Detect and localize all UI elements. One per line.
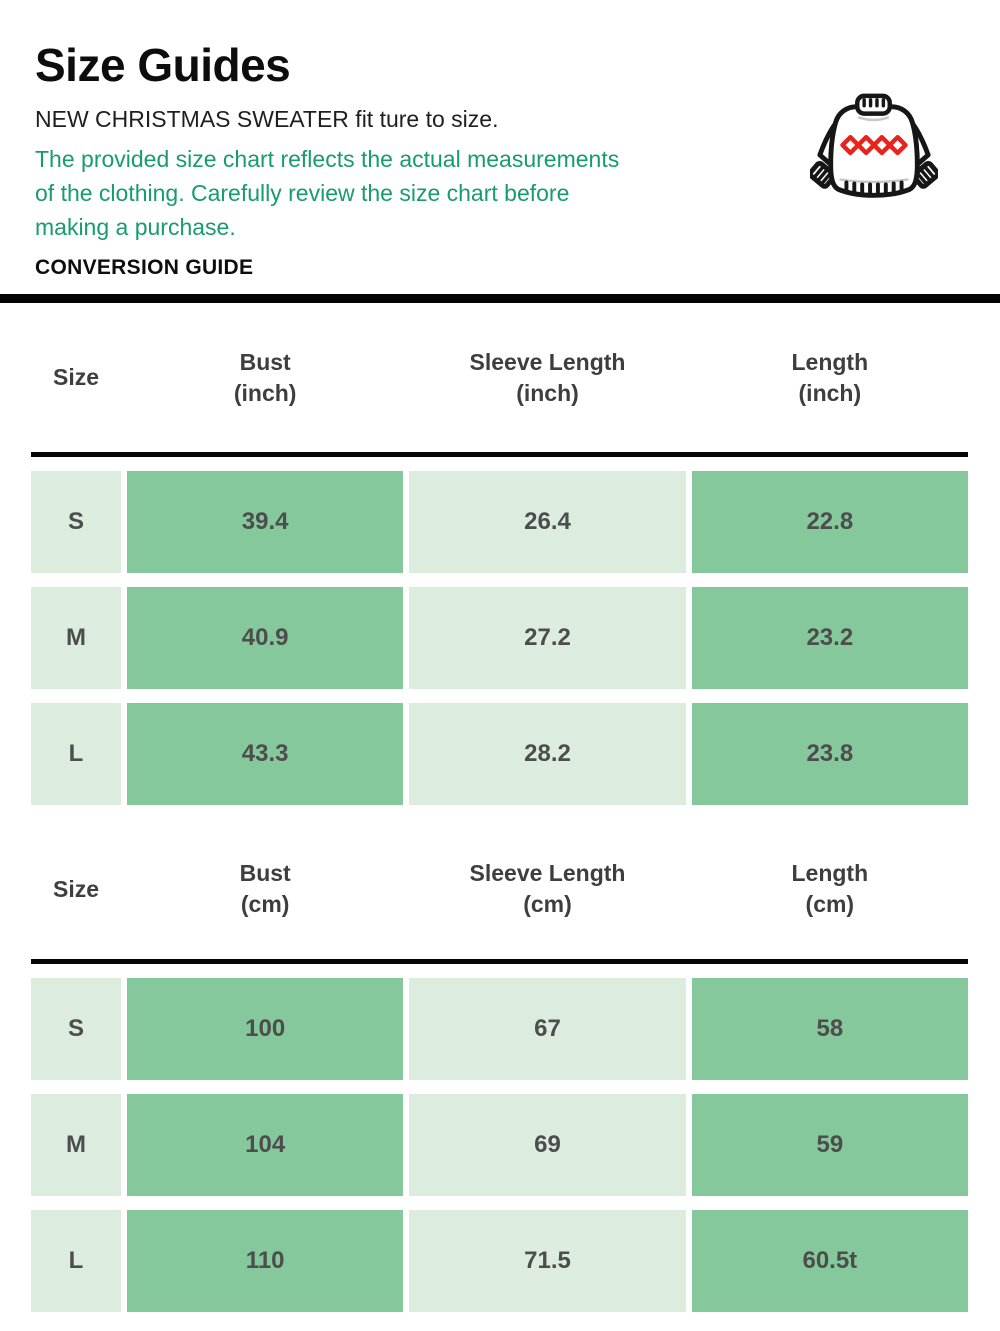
section-divider: [0, 294, 1000, 303]
table-header-row: Size Bust (inch) Sleeve Length (inch) Le…: [31, 303, 968, 452]
sleeve-length-cell: 28.2: [409, 703, 686, 805]
bust-cell: 39.4: [127, 471, 404, 573]
table-rule: [31, 452, 968, 457]
table-header-row: Size Bust (cm) Sleeve Length (cm) Length…: [31, 819, 968, 959]
sleeve-length-cell: 26.4: [409, 471, 686, 573]
column-header-size: Size: [52, 875, 100, 902]
column-header-length: Length (inch): [791, 348, 869, 406]
conversion-guide-label: CONVERSION GUIDE: [35, 256, 254, 279]
length-cell: 23.8: [691, 703, 968, 805]
length-cell: 22.8: [691, 471, 968, 573]
column-header-bust: Bust (inch): [233, 348, 297, 406]
measurement-note-line: making a purchase.: [35, 214, 236, 240]
length-cell: 23.2: [691, 587, 968, 689]
sleeve-length-cell: 71.5: [409, 1210, 686, 1312]
table-row-s: S 39.4 26.4 22.8: [31, 471, 968, 573]
size-cell: L: [31, 703, 121, 805]
column-header-sleeve-length: Sleeve Length (cm): [469, 860, 626, 917]
header: Size Guides NEW CHRISTMAS SWEATER fit tu…: [0, 0, 1000, 280]
size-table-cm: Size Bust (cm) Sleeve Length (cm) Length…: [31, 819, 968, 1312]
table-row-s: S 100 67 58: [31, 978, 968, 1080]
size-cell: L: [31, 1210, 121, 1312]
measurement-note-line: The provided size chart reflects the act…: [35, 146, 620, 172]
column-header-bust: Bust (cm): [239, 860, 291, 917]
column-header-size: Size: [52, 364, 100, 390]
length-cell: 59: [691, 1094, 968, 1196]
bust-cell: 100: [127, 978, 404, 1080]
measurement-note-line: of the clothing. Carefully review the si…: [35, 180, 570, 206]
bust-cell: 40.9: [127, 587, 404, 689]
page-title: Size Guides: [35, 39, 291, 91]
fit-subtitle: NEW CHRISTMAS SWEATER fit ture to size.: [35, 106, 499, 132]
length-cell: 58: [691, 978, 968, 1080]
table-row-m: M 104 69 59: [31, 1094, 968, 1196]
bust-cell: 43.3: [127, 703, 404, 805]
bust-cell: 104: [127, 1094, 404, 1196]
length-cell: 60.5t: [691, 1210, 968, 1312]
column-header-sleeve-length: Sleeve Length (inch): [469, 348, 626, 406]
size-cell: S: [31, 978, 121, 1080]
sleeve-length-cell: 67: [409, 978, 686, 1080]
table-row-l: L 43.3 28.2 23.8: [31, 703, 968, 805]
measurement-note: The provided size chart reflects the act…: [35, 142, 965, 244]
table-rule: [31, 959, 968, 964]
sleeve-length-cell: 27.2: [409, 587, 686, 689]
size-cell: M: [31, 587, 121, 689]
column-header-length: Length (cm): [791, 860, 869, 917]
sleeve-length-cell: 69: [409, 1094, 686, 1196]
christmas-sweater-icon: [807, 92, 941, 212]
table-row-l: L 110 71.5 60.5t: [31, 1210, 968, 1312]
table-row-m: M 40.9 27.2 23.2: [31, 587, 968, 689]
size-cell: M: [31, 1094, 121, 1196]
size-table-inch: Size Bust (inch) Sleeve Length (inch) Le…: [31, 303, 968, 805]
bust-cell: 110: [127, 1210, 404, 1312]
size-cell: S: [31, 471, 121, 573]
